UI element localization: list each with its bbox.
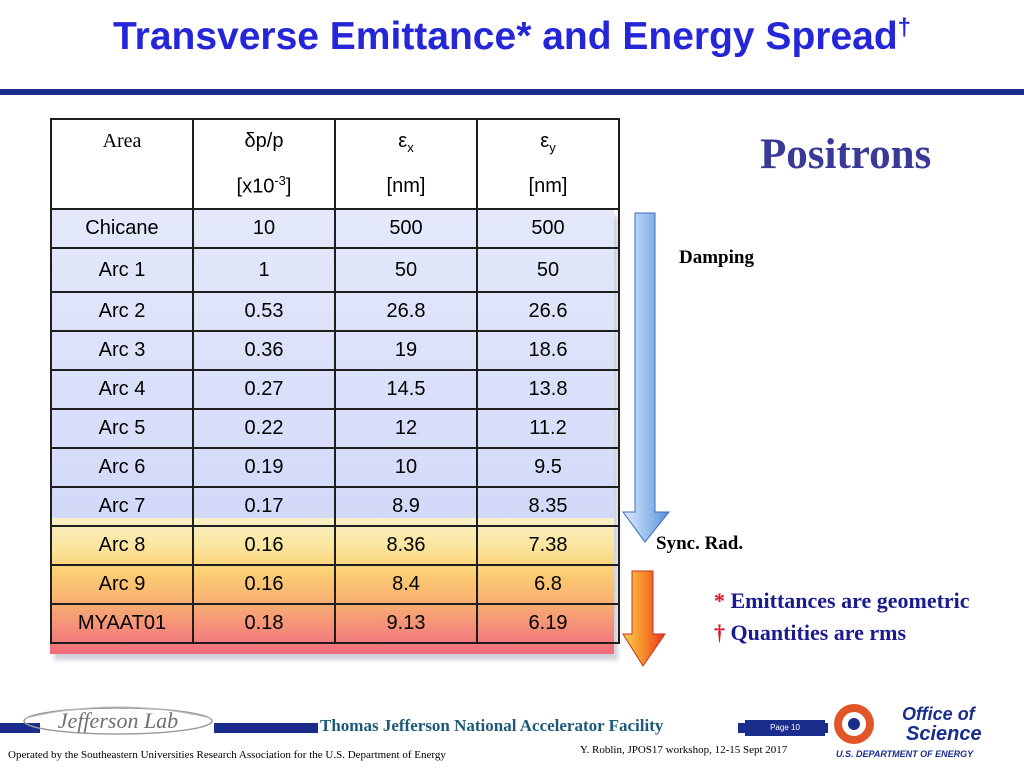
note-emittance: * Emittances are geometric [714, 588, 970, 613]
cell-dpp: 0.36 [192, 330, 336, 371]
cell-ey: 18.6 [476, 330, 620, 371]
table-header-row: Area δp/p [x10-3] εx [nm] εy [nm] [50, 118, 620, 210]
cell-ey: 7.38 [476, 525, 620, 566]
table-row: Arc 9 0.16 8.4 6.8 [50, 564, 620, 605]
office-line1: Office of [902, 704, 977, 724]
cell-area: Arc 3 [50, 330, 194, 371]
header-dpp: δp/p [x10-3] [192, 118, 336, 210]
cell-ex: 19 [334, 330, 478, 371]
cell-dpp: 0.18 [192, 603, 336, 644]
cell-ey: 13.8 [476, 369, 620, 410]
cell-dpp: 0.27 [192, 369, 336, 410]
table-row: Arc 6 0.19 10 9.5 [50, 447, 620, 488]
cell-area: Arc 5 [50, 408, 194, 449]
slide-title: Transverse Emittance* and Energy Spread† [112, 14, 912, 58]
cell-ex: 8.36 [334, 525, 478, 566]
cell-dpp: 0.16 [192, 564, 336, 605]
doe-text: U.S. DEPARTMENT OF ENERGY [836, 749, 974, 759]
page-number: Page 10 [745, 720, 825, 736]
cell-ey: 500 [476, 208, 620, 249]
table-row: Arc 1 1 50 50 [50, 247, 620, 293]
cell-dpp: 0.22 [192, 408, 336, 449]
cell-ey: 6.8 [476, 564, 620, 605]
cell-dpp: 0.16 [192, 525, 336, 566]
header-area: Area [50, 118, 194, 210]
cell-ex: 500 [334, 208, 478, 249]
table-row: Arc 5 0.22 12 11.2 [50, 408, 620, 449]
energy-spread-arrow-icon [622, 570, 666, 667]
jlab-logo-text: Jefferson Lab [58, 708, 178, 733]
cell-ex: 14.5 [334, 369, 478, 410]
cell-ex: 9.13 [334, 603, 478, 644]
jefferson-lab-logo: Jefferson Lab [23, 706, 213, 735]
cell-area: Arc 4 [50, 369, 194, 410]
cell-ey: 6.19 [476, 603, 620, 644]
damping-label: Damping [679, 247, 754, 268]
table-row: Arc 3 0.36 19 18.6 [50, 330, 620, 371]
cell-dpp: 0.17 [192, 486, 336, 527]
cell-dpp: 0.19 [192, 447, 336, 488]
author-text: Y. Roblin, JPOS17 workshop, 12-15 Sept 2… [580, 744, 788, 756]
title-star: * [516, 15, 532, 58]
office-line2: Science [906, 723, 982, 745]
cell-area: Arc 2 [50, 291, 194, 332]
emittance-table: Area δp/p [x10-3] εx [nm] εy [nm] Chican… [50, 118, 620, 644]
cell-dpp: 1 [192, 247, 336, 293]
cell-area: Arc 6 [50, 447, 194, 488]
cell-ey: 9.5 [476, 447, 620, 488]
office-of-science-logo: Office of Science U.S. DEPARTMENT OF ENE… [834, 704, 982, 759]
table-row: Arc 7 0.17 8.9 8.35 [50, 486, 620, 527]
cell-ex: 10 [334, 447, 478, 488]
cell-ey: 50 [476, 247, 620, 293]
cell-ex: 50 [334, 247, 478, 293]
note-rms: † Quantities are rms [714, 620, 907, 645]
cell-ey: 11.2 [476, 408, 620, 449]
operated-by-text: Operated by the Southeastern Universitie… [8, 749, 446, 761]
sync-rad-label: Sync. Rad. [656, 533, 744, 554]
cell-dpp: 0.53 [192, 291, 336, 332]
title-dagger: † [897, 14, 912, 41]
cell-area: Arc 1 [50, 247, 194, 293]
header-emittance-x: εx [nm] [334, 118, 478, 210]
cell-ey: 26.6 [476, 291, 620, 332]
cell-ey: 8.35 [476, 486, 620, 527]
footer-bar-left [0, 723, 40, 733]
title-rule [0, 89, 1024, 95]
cell-area: Arc 7 [50, 486, 194, 527]
footer-bar-mid [214, 723, 322, 733]
cell-dpp: 10 [192, 208, 336, 249]
positrons-heading: Positrons [760, 131, 932, 178]
cell-ex: 8.4 [334, 564, 478, 605]
table-row: Arc 2 0.53 26.8 26.6 [50, 291, 620, 332]
header-emittance-y: εy [nm] [476, 118, 620, 210]
table-row: MYAAT01 0.18 9.13 6.19 [50, 603, 620, 644]
damping-arrow-icon [622, 212, 671, 543]
cell-area: MYAAT01 [50, 603, 194, 644]
footer-facility: Thomas Jefferson National Accelerator Fa… [318, 716, 666, 736]
cell-ex: 26.8 [334, 291, 478, 332]
cell-ex: 12 [334, 408, 478, 449]
table-row: Chicane 10 500 500 [50, 208, 620, 249]
cell-area: Arc 9 [50, 564, 194, 605]
table-row: Arc 8 0.16 8.36 7.38 [50, 525, 620, 566]
cell-ex: 8.9 [334, 486, 478, 527]
cell-area: Arc 8 [50, 525, 194, 566]
cell-area: Chicane [50, 208, 194, 249]
table-row: Arc 4 0.27 14.5 13.8 [50, 369, 620, 410]
